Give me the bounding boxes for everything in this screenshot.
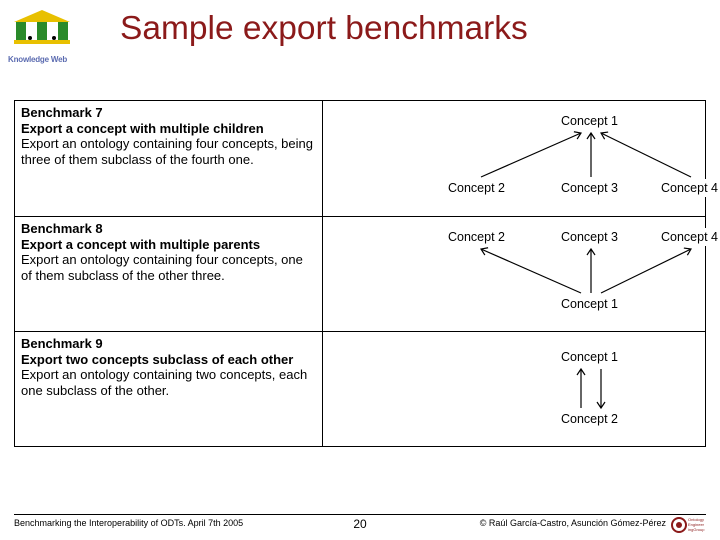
benchmark-number: Benchmark 7 [21, 105, 316, 121]
concept-label: Concept 1 [561, 112, 618, 130]
benchmark-diagram-cell: Concept 2Concept 3Concept 4Concept 1 [323, 217, 705, 331]
footer-right: © Raúl García-Castro, Asunción Gómez-Pér… [480, 518, 666, 528]
benchmark-number: Benchmark 9 [21, 336, 316, 352]
benchmark-desc: Export an ontology containing two concep… [21, 367, 316, 398]
concept-label: Concept 4 [661, 179, 718, 197]
concept-label: Concept 1 [561, 295, 618, 313]
diagram-svg [323, 332, 707, 447]
benchmark-heading: Export two concepts subclass of each oth… [21, 352, 316, 368]
concept-label: Concept 2 [448, 179, 505, 197]
benchmark-row: Benchmark 9Export two concepts subclass … [15, 331, 705, 446]
oeg-logo: Ontology Engineer ingGroup [670, 513, 706, 537]
benchmark-table: Benchmark 7Export a concept with multipl… [14, 100, 706, 447]
diagram-svg [323, 217, 707, 332]
concept-label: Concept 2 [561, 410, 618, 428]
benchmark-number: Benchmark 8 [21, 221, 316, 237]
benchmark-heading: Export a concept with multiple parents [21, 237, 316, 253]
svg-text:ingGroup: ingGroup [688, 527, 705, 532]
benchmark-row: Benchmark 7Export a concept with multipl… [15, 101, 705, 216]
kw-logo: Knowledge Web [8, 8, 76, 64]
footer: Benchmarking the Interoperability of ODT… [14, 514, 706, 528]
benchmark-heading: Export a concept with multiple children [21, 121, 316, 137]
slide-title: Sample export benchmarks [120, 10, 528, 48]
benchmark-desc: Export an ontology containing four conce… [21, 136, 316, 167]
concept-label: Concept 1 [561, 348, 618, 366]
footer-page: 20 [353, 517, 366, 531]
concept-label: Concept 4 [661, 228, 718, 246]
benchmark-row: Benchmark 8Export a concept with multipl… [15, 216, 705, 331]
concept-label: Concept 2 [448, 228, 505, 246]
benchmark-description-cell: Benchmark 7Export a concept with multipl… [15, 101, 323, 216]
kw-logo-svg [8, 8, 76, 50]
kw-logo-text: Knowledge Web [8, 55, 76, 64]
benchmark-diagram-cell: Concept 1 Concept 2 [323, 332, 705, 446]
benchmark-diagram-cell: Concept 1Concept 2Concept 3Concept 4 [323, 101, 705, 216]
diagram-svg [323, 101, 707, 216]
benchmark-description-cell: Benchmark 9Export two concepts subclass … [15, 332, 323, 446]
concept-label: Concept 3 [561, 228, 618, 246]
benchmark-desc: Export an ontology containing four conce… [21, 252, 316, 283]
benchmark-description-cell: Benchmark 8Export a concept with multipl… [15, 217, 323, 331]
footer-left: Benchmarking the Interoperability of ODT… [14, 518, 243, 528]
concept-label: Concept 3 [561, 179, 618, 197]
